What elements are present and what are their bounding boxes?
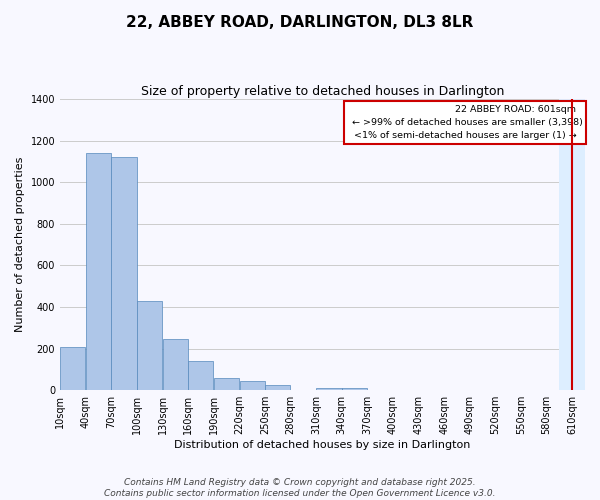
Bar xyxy=(316,388,341,390)
Text: 22, ABBEY ROAD, DARLINGTON, DL3 8LR: 22, ABBEY ROAD, DARLINGTON, DL3 8LR xyxy=(127,15,473,30)
Bar xyxy=(188,361,214,390)
Bar xyxy=(342,388,367,390)
Title: Size of property relative to detached houses in Darlington: Size of property relative to detached ho… xyxy=(141,85,504,98)
Bar xyxy=(163,340,188,390)
Text: 22 ABBEY ROAD: 601sqm  
← >99% of detached houses are smaller (3,398)
  <1% of s: 22 ABBEY ROAD: 601sqm ← >99% of detached… xyxy=(347,105,583,140)
Bar xyxy=(265,385,290,390)
Bar xyxy=(112,158,137,390)
Bar xyxy=(559,99,585,390)
Bar xyxy=(239,381,265,390)
Y-axis label: Number of detached properties: Number of detached properties xyxy=(15,157,25,332)
X-axis label: Distribution of detached houses by size in Darlington: Distribution of detached houses by size … xyxy=(175,440,471,450)
Bar xyxy=(60,346,85,390)
Bar xyxy=(86,153,111,390)
Bar xyxy=(214,378,239,390)
Text: Contains HM Land Registry data © Crown copyright and database right 2025.
Contai: Contains HM Land Registry data © Crown c… xyxy=(104,478,496,498)
Bar xyxy=(137,301,162,390)
